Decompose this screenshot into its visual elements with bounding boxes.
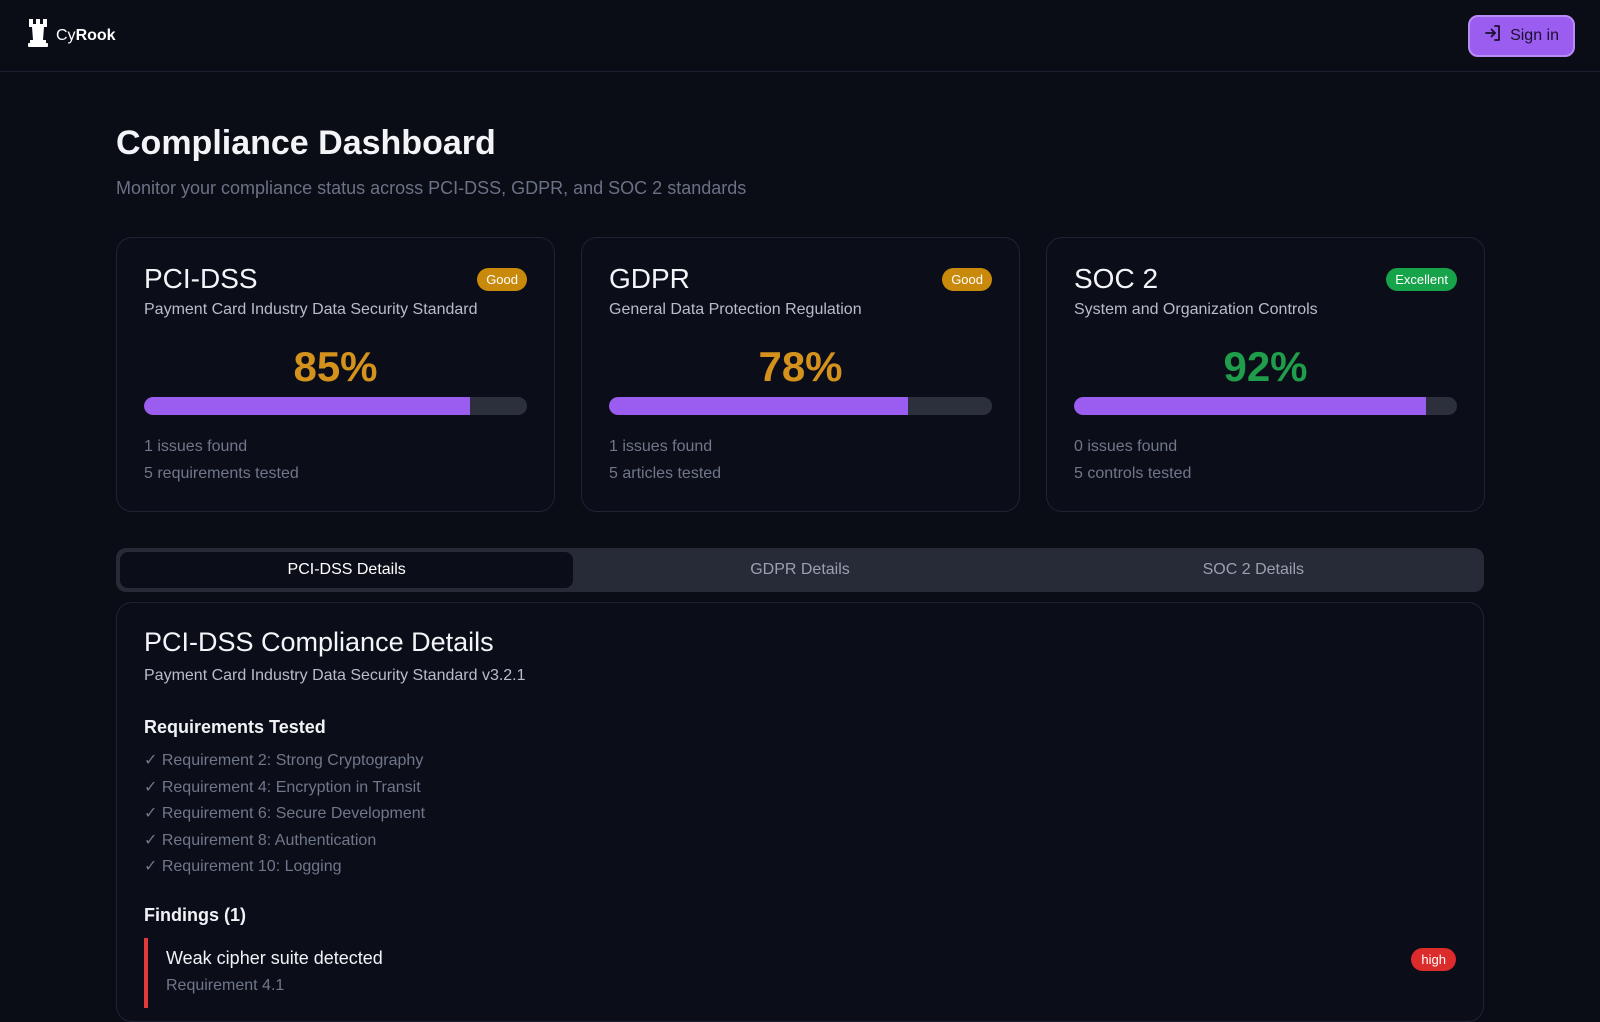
card-title: GDPR [609, 263, 690, 294]
compliance-percent: 92% [1223, 343, 1308, 390]
requirements-heading: Requirements Tested [144, 717, 326, 737]
progress-fill [609, 397, 908, 415]
compliance-percent: 85% [293, 343, 378, 390]
brand-prefix: Cy [56, 26, 76, 44]
sign-in-icon [1484, 24, 1502, 47]
progress-fill [1074, 397, 1427, 415]
findings-heading: Findings (1) [144, 904, 246, 925]
top-navbar: CyRook Sign in [0, 0, 1600, 72]
page-subtitle: Monitor your compliance status across PC… [116, 178, 747, 198]
tested-count: 5 controls tested [1074, 465, 1192, 482]
progress-bar [1074, 397, 1457, 415]
details-title: PCI-DSS Compliance Details [144, 627, 494, 657]
card-title: SOC 2 [1074, 263, 1159, 294]
tab-soc2-details[interactable]: SOC 2 Details [1202, 561, 1304, 578]
tested-count: 5 requirements tested [144, 465, 299, 482]
card-description: General Data Protection Regulation [609, 301, 862, 318]
card-pci-dss: PCI-DSS Good Payment Card Industry Data … [116, 237, 555, 512]
card-stats: 1 issues found 5 requirements tested [144, 433, 527, 487]
requirement-item: ✓ Requirement 2: Strong Cryptography [144, 752, 424, 769]
severity-badge: high [1411, 947, 1456, 971]
card-title: PCI-DSS [144, 263, 258, 294]
card-stats: 0 issues found 5 controls tested [1074, 433, 1457, 487]
card-description: System and Organization Controls [1074, 301, 1318, 318]
rook-chess-icon [26, 17, 50, 54]
tested-count: 5 articles tested [609, 465, 722, 482]
requirement-item: ✓ Requirement 8: Authentication [144, 831, 377, 849]
brand-logo[interactable]: CyRook [26, 17, 116, 54]
requirement-item: ✓ Requirement 10: Logging [144, 858, 342, 875]
brand-suffix: Rook [75, 26, 116, 44]
card-stats: 1 issues found 5 articles tested [609, 433, 992, 487]
finding-title: Weak cipher suite detected [166, 947, 383, 968]
progress-bar [609, 397, 992, 415]
card-header: PCI-DSS Good [144, 263, 527, 294]
tab-gdpr-details[interactable]: GDPR Details [750, 561, 850, 578]
page-title: Compliance Dashboard [116, 124, 496, 162]
requirement-item: ✓ Requirement 4: Encryption in Transit [144, 778, 421, 796]
brand-name: CyRook [56, 27, 116, 45]
issues-count: 1 issues found [609, 438, 713, 455]
card-soc2: SOC 2 Excellent System and Organization … [1046, 237, 1485, 512]
progress-fill [144, 397, 470, 415]
finding-reference: Requirement 4.1 [166, 976, 285, 994]
compliance-percent: 78% [758, 343, 843, 390]
finding-item[interactable]: Weak cipher suite detected Requirement 4… [144, 937, 1456, 1008]
requirement-item: ✓ Requirement 6: Secure Development [144, 805, 426, 822]
status-badge: Good [477, 267, 527, 291]
details-tabs: PCI-DSS Details GDPR Details SOC 2 Detai… [116, 548, 1484, 592]
card-description: Payment Card Industry Data Security Stan… [144, 301, 478, 318]
requirements-list: ✓ Requirement 2: Strong Cryptography ✓ R… [144, 748, 1456, 881]
sign-in-label: Sign in [1510, 26, 1559, 44]
issues-count: 0 issues found [1074, 438, 1178, 455]
card-header: SOC 2 Excellent [1074, 263, 1457, 294]
compliance-cards: PCI-DSS Good Payment Card Industry Data … [116, 237, 1485, 512]
progress-bar [144, 397, 527, 415]
status-badge: Excellent [1386, 267, 1457, 291]
card-gdpr: GDPR Good General Data Protection Regula… [581, 237, 1020, 512]
status-badge: Good [942, 267, 992, 291]
sign-in-button[interactable]: Sign in [1468, 14, 1575, 57]
card-header: GDPR Good [609, 263, 992, 294]
details-panel: PCI-DSS Compliance Details Payment Card … [116, 602, 1484, 1022]
details-subtitle: Payment Card Industry Data Security Stan… [144, 667, 526, 684]
tab-pci-dss-details[interactable]: PCI-DSS Details [120, 552, 574, 588]
issues-count: 1 issues found [144, 438, 248, 455]
